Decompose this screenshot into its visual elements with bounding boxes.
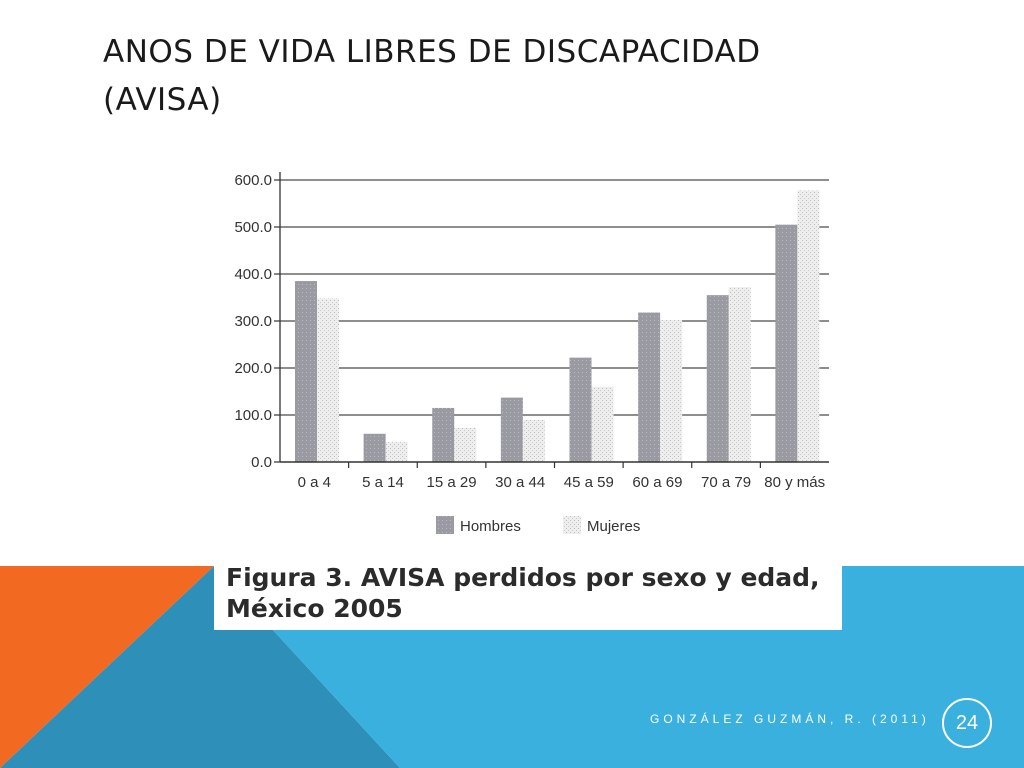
y-tick-label: 300.0: [234, 313, 272, 330]
x-tick-label: 80 y más: [764, 474, 825, 491]
page-number-badge: 24: [942, 698, 992, 748]
y-tick-label: 100.0: [234, 407, 272, 424]
page-number: 24: [955, 711, 979, 734]
x-tick-label: 5 a 14: [362, 474, 404, 491]
bar-hombres-1: [363, 433, 386, 462]
x-tick-label: 60 a 69: [632, 474, 682, 491]
bar-mujeres-7: [797, 190, 820, 462]
bar-mujeres-4: [591, 386, 614, 462]
slide-title: ANOS DE VIDA LIBRES DE DISCAPACIDAD (AVI…: [103, 28, 903, 124]
bar-hombres-5: [638, 312, 661, 462]
footer-credit: GONZÁLEZ GUZMÁN, R. (2011): [650, 712, 930, 726]
y-tick-label: 600.0: [234, 172, 272, 189]
y-tick-label: 500.0: [234, 219, 272, 236]
bar-mujeres-1: [385, 441, 408, 462]
teal-corner-shape: [0, 566, 400, 768]
bar-hombres-6: [706, 295, 729, 462]
bar-hombres-3: [500, 397, 523, 462]
y-tick-label: 200.0: [234, 360, 272, 377]
axis-labels: 0.0 100.0 200.0 300.0 400.0 500.0 600.0 0 a 4 5 …: [234, 172, 825, 491]
x-tick-label: 45 a 59: [564, 474, 614, 491]
figure-caption: Figura 3. AVISA perdidos por sexo y edad…: [226, 562, 836, 624]
chart-figure: 0.0 100.0 200.0 300.0 400.0 500.0 600.0 0 a 4 5 …: [214, 160, 842, 630]
x-tick-label: 30 a 44: [495, 474, 545, 491]
bar-mujeres-5: [660, 320, 683, 462]
bar-mujeres-0: [317, 298, 339, 462]
bar-chart: 0.0 100.0 200.0 300.0 400.0 500.0 600.0 0 a 4 5 …: [234, 172, 829, 535]
legend-label-mujeres: Mujeres: [587, 518, 640, 535]
bar-hombres-2: [432, 407, 455, 462]
legend-swatch-hombres: [436, 516, 454, 534]
x-tick-label: 0 a 4: [298, 474, 331, 491]
axes: [274, 172, 829, 468]
bar-mujeres-3: [522, 419, 545, 462]
bar-hombres-7: [775, 224, 798, 462]
bar-hombres-0: [295, 281, 317, 462]
bar-hombres-4: [569, 357, 592, 462]
legend: Hombres Mujeres: [436, 516, 640, 535]
x-tick-label: 15 a 29: [427, 474, 477, 491]
legend-swatch-mujeres: [563, 516, 581, 534]
slide-title-line-1: ANOS DE VIDA LIBRES DE DISCAPACIDAD: [103, 34, 761, 70]
bars: [295, 190, 820, 462]
figure-caption-line-1: Figura 3. AVISA perdidos por sexo y edad…: [226, 563, 820, 592]
y-tick-label: 400.0: [234, 266, 272, 283]
legend-label-hombres: Hombres: [460, 518, 521, 535]
x-tick-label: 70 a 79: [701, 474, 751, 491]
y-tick-label: 0.0: [251, 454, 272, 471]
gridlines: [280, 179, 829, 416]
bar-mujeres-6: [728, 287, 751, 462]
slide-title-line-2: (AVISA): [103, 82, 222, 118]
figure-caption-line-2: México 2005: [226, 594, 403, 623]
bar-mujeres-2: [454, 427, 477, 462]
